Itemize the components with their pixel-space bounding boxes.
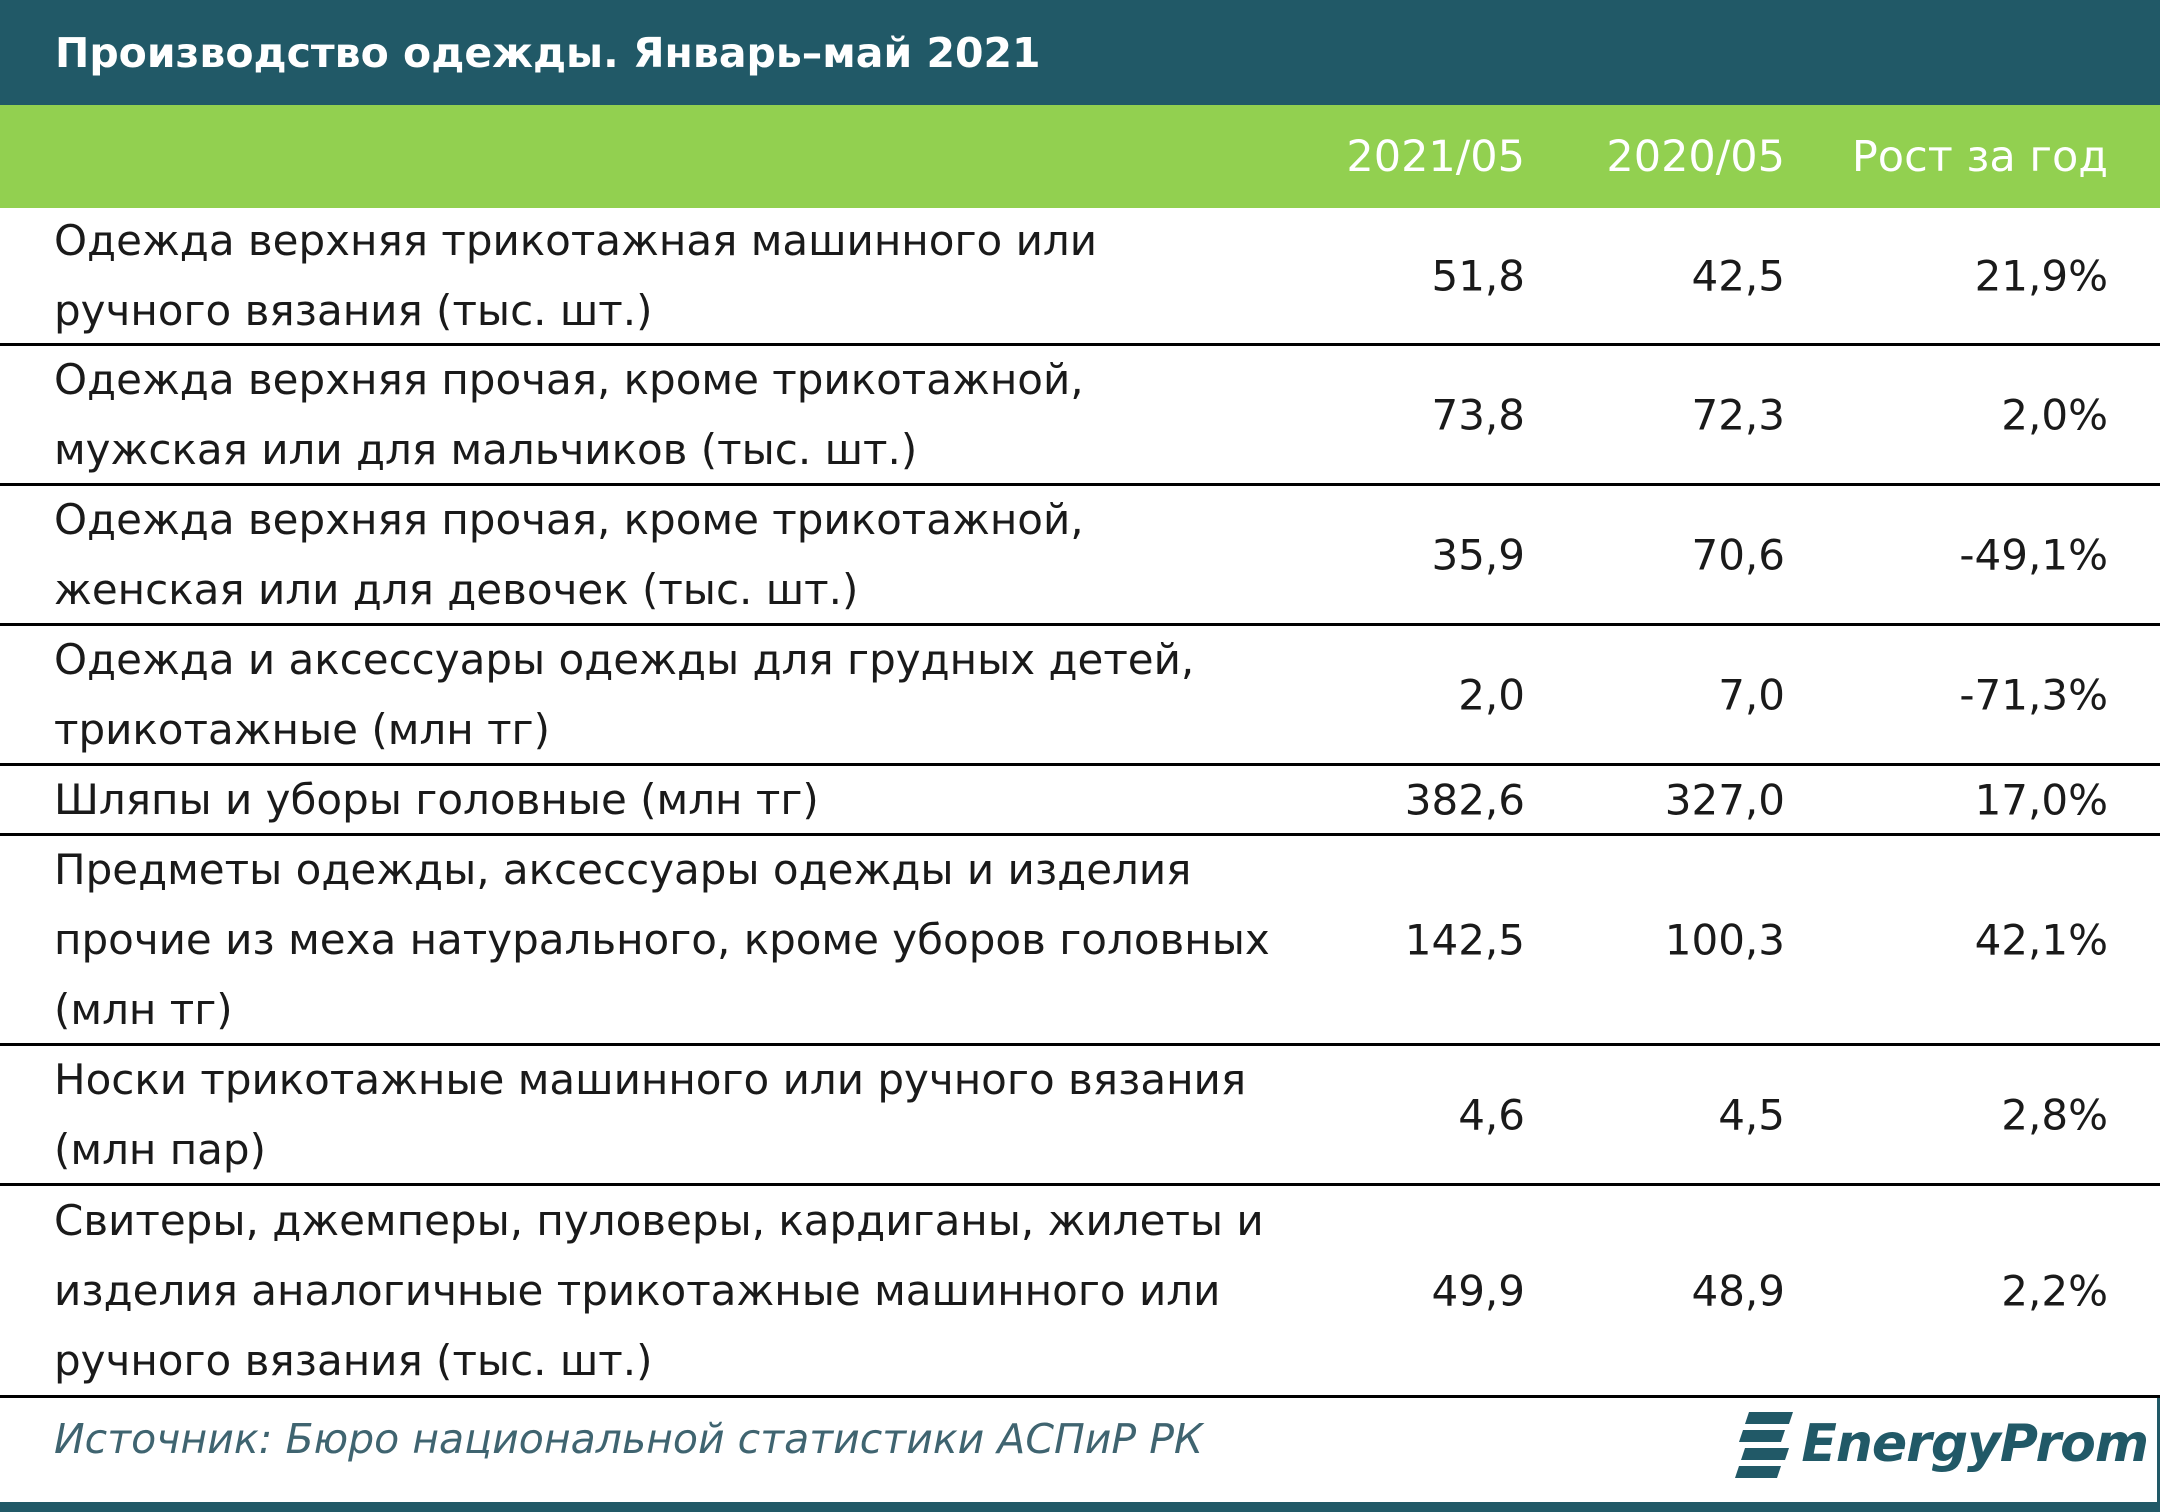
value-growth: 2,0% <box>2001 390 2108 439</box>
value-2021: 142,5 <box>1404 915 1525 964</box>
value-growth: 42,1% <box>1974 915 2108 964</box>
energyprom-logo-icon <box>1735 1412 1794 1478</box>
value-2020: 4,5 <box>1718 1090 1785 1139</box>
value-2020: 42,5 <box>1691 251 1785 300</box>
value-2020: 70,6 <box>1691 530 1785 579</box>
table-title: Производство одежды. Январь–май 2021 <box>0 0 2160 105</box>
column-header-2021: 2021/05 <box>1346 131 1525 182</box>
row-label: Одежда верхняя прочая, кроме трикотажной… <box>54 354 1084 474</box>
logo-text: EnergyProm <box>1801 1414 2149 1474</box>
value-growth: 17,0% <box>1974 775 2108 824</box>
column-header-growth: Рост за год <box>1851 131 2108 182</box>
value-growth: -71,3% <box>1959 670 2108 719</box>
table-row: Одежда верхняя прочая, кроме трикотажной… <box>0 346 2160 486</box>
table-row: Одежда верхняя прочая, кроме трикотажной… <box>0 486 2160 626</box>
row-label: Одежда верхняя прочая, кроме трикотажной… <box>54 494 1084 614</box>
value-2020: 48,9 <box>1691 1266 1785 1315</box>
row-label: Одежда и аксессуары одежды для грудных д… <box>54 634 1195 754</box>
bottom-rule <box>0 1502 2160 1512</box>
row-label: Носки трикотажные машинного или ручного … <box>54 1054 1247 1174</box>
value-2021: 51,8 <box>1431 251 1525 300</box>
row-label: Свитеры, джемперы, пуловеры, кардиганы, … <box>54 1195 1264 1385</box>
table-row: Предметы одежды, аксессуары одежды и изд… <box>0 836 2160 1046</box>
value-2020: 327,0 <box>1664 775 1785 824</box>
column-header-row: 2021/05 2020/05 Рост за год <box>0 105 2160 208</box>
frame-edge <box>2157 1398 2160 1502</box>
table-body: Одежда верхняя трикотажная машинного или… <box>0 208 2160 1398</box>
column-header-2020: 2020/05 <box>1606 131 1785 182</box>
value-2021: 49,9 <box>1431 1266 1525 1315</box>
row-label: Одежда верхняя трикотажная машинного или… <box>54 215 1098 335</box>
table-row: Шляпы и уборы головные (млн тг) 382,6 32… <box>0 766 2160 836</box>
value-2021: 2,0 <box>1458 670 1525 719</box>
table-row: Одежда верхняя трикотажная машинного или… <box>0 208 2160 346</box>
value-2021: 4,6 <box>1458 1090 1525 1139</box>
value-2021: 35,9 <box>1431 530 1525 579</box>
value-2020: 100,3 <box>1664 915 1785 964</box>
value-growth: 21,9% <box>1974 251 2108 300</box>
value-2021: 73,8 <box>1431 390 1525 439</box>
source-note: Источник: Бюро национальной статистики А… <box>54 1415 1204 1463</box>
row-label: Шляпы и уборы головные (млн тг) <box>54 774 819 824</box>
energyprom-logo: EnergyProm <box>1735 1408 2149 1480</box>
value-growth: 2,8% <box>2001 1090 2108 1139</box>
value-2020: 72,3 <box>1691 390 1785 439</box>
value-2020: 7,0 <box>1718 670 1785 719</box>
value-growth: 2,2% <box>2001 1266 2108 1315</box>
table-row: Носки трикотажные машинного или ручного … <box>0 1046 2160 1186</box>
table-row: Свитеры, джемперы, пуловеры, кардиганы, … <box>0 1186 2160 1398</box>
value-2021: 382,6 <box>1404 775 1525 824</box>
row-label: Предметы одежды, аксессуары одежды и изд… <box>54 844 1270 1034</box>
table-row: Одежда и аксессуары одежды для грудных д… <box>0 626 2160 766</box>
value-growth: -49,1% <box>1959 530 2108 579</box>
